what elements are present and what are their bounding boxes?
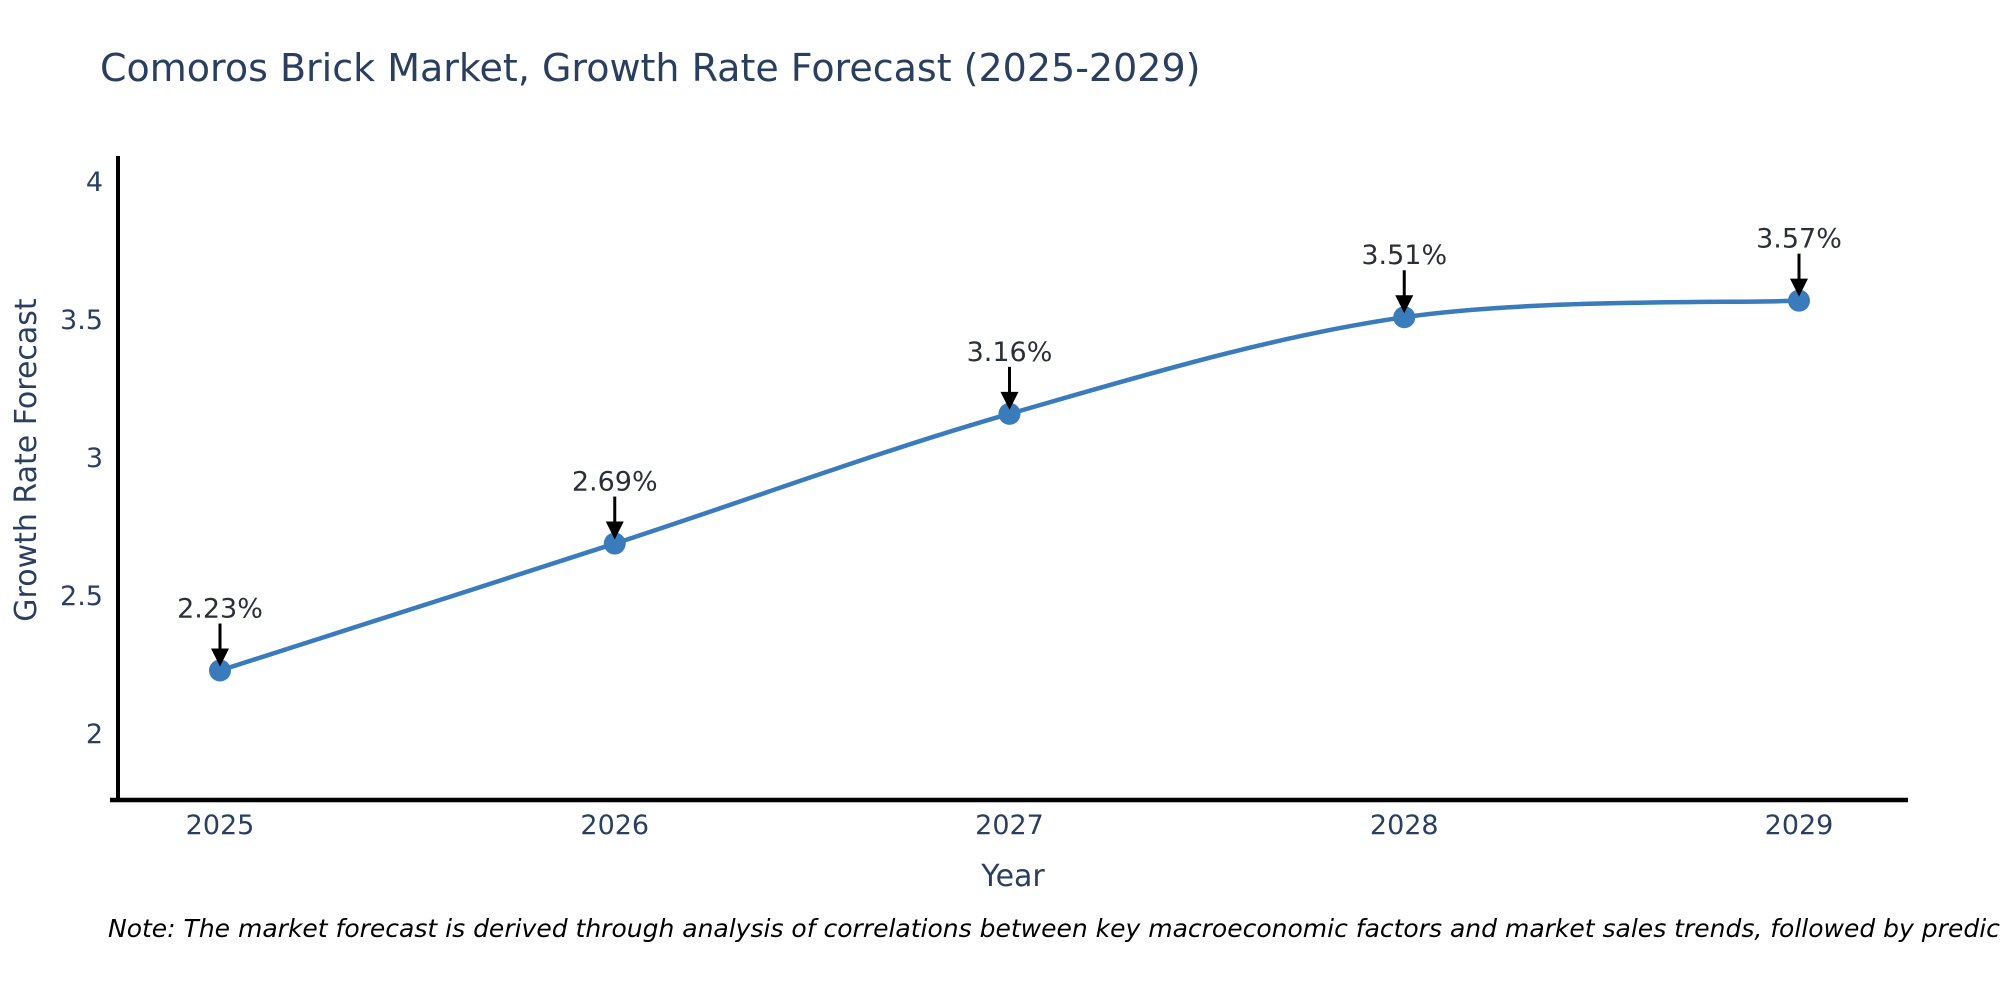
annotation-arrowhead	[1395, 295, 1414, 314]
data-point-marker	[1393, 306, 1416, 329]
x-tick-label: 2026	[580, 810, 649, 841]
x-tick-label: 2025	[186, 810, 255, 841]
point-annotation-label: 3.57%	[1756, 224, 1842, 255]
annotation-arrowhead	[605, 521, 624, 540]
point-annotation-label: 2.23%	[177, 594, 263, 625]
x-axis-title: Year	[980, 859, 1045, 894]
chart-title: Comoros Brick Market, Growth Rate Foreca…	[100, 46, 1201, 90]
y-tick-label: 3.5	[60, 305, 103, 336]
data-point-marker	[603, 532, 626, 555]
point-annotation-label: 2.69%	[572, 467, 658, 498]
data-point-marker	[998, 402, 1021, 425]
y-tick-label: 2	[86, 719, 103, 750]
annotation-arrowhead	[211, 648, 229, 667]
data-point-marker	[1788, 289, 1810, 312]
y-tick-label: 2.5	[60, 581, 103, 612]
x-tick-label: 2028	[1370, 810, 1439, 841]
footnote: Note: The market forecast is derived thr…	[108, 914, 2000, 943]
y-tick-label: 3	[86, 443, 103, 474]
data-point-marker	[209, 659, 231, 682]
y-axis-title: Growth Rate Forecast	[9, 298, 44, 622]
x-tick-label: 2029	[1765, 810, 1834, 841]
point-annotation-label: 3.16%	[967, 337, 1053, 368]
y-tick-label: 4	[86, 167, 103, 198]
point-annotation-label: 3.51%	[1361, 240, 1447, 271]
annotation-arrowhead	[1000, 391, 1019, 410]
annotation-arrowhead	[1790, 278, 1808, 297]
x-tick-label: 2027	[975, 810, 1044, 841]
